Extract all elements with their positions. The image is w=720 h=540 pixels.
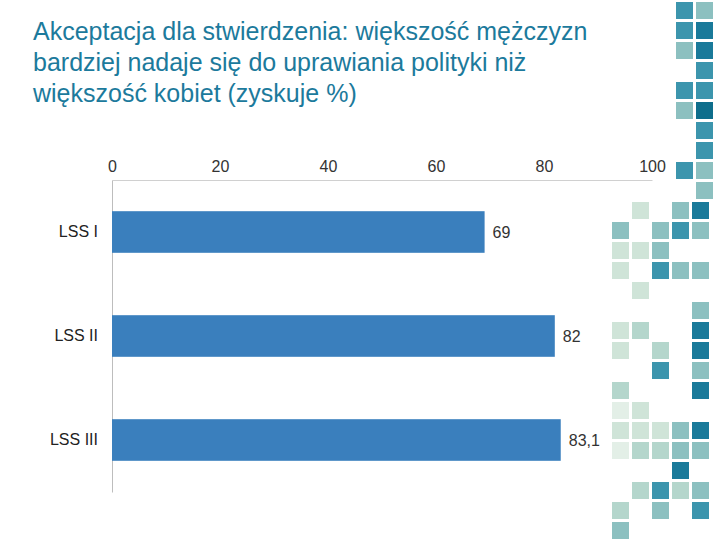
x-axis: 0 20 40 60 80 100 (108, 158, 666, 181)
decor-square (612, 322, 629, 339)
decor-square (672, 482, 689, 499)
decor-square (696, 42, 713, 59)
decor-square (652, 242, 669, 259)
bar (112, 211, 485, 253)
y-tick: LSS I (59, 223, 112, 240)
x-axis-line (113, 180, 653, 181)
decor-square (676, 42, 693, 59)
decor-square (652, 442, 669, 459)
decor-square (632, 442, 649, 459)
decoration (612, 2, 713, 539)
decor-square (692, 422, 709, 439)
y-tick: LSS III (50, 431, 112, 448)
decor-square (672, 202, 689, 219)
decor-square (692, 502, 709, 519)
y-tick-label: LSS III (50, 431, 98, 448)
data-labels: 69 82 83,1 (493, 224, 600, 449)
decor-square (612, 422, 629, 439)
decor-square (676, 22, 693, 39)
decor-square (692, 382, 709, 399)
x-tick-label: 0 (108, 158, 117, 175)
decor-square (676, 2, 693, 19)
y-axis: LSS I LSS II LSS III (50, 181, 113, 493)
decor-square (612, 382, 629, 399)
y-tick-label: LSS I (59, 223, 98, 240)
x-tick: 20 (212, 158, 230, 180)
decor-square (652, 502, 669, 519)
decor-square (632, 202, 649, 219)
x-tick-label: 100 (639, 158, 666, 175)
decor-square (672, 442, 689, 459)
decor-square (652, 342, 669, 359)
decor-square (612, 222, 629, 239)
decor-square (632, 422, 649, 439)
decor-square (612, 342, 629, 359)
decor-square (632, 402, 649, 419)
decor-square (612, 262, 629, 279)
x-tick: 100 (639, 158, 666, 180)
decor-square (612, 402, 629, 419)
decor-square (696, 62, 713, 79)
decor-square (632, 282, 649, 299)
data-label: 83,1 (569, 432, 600, 449)
decor-square (632, 242, 649, 259)
decor-square (692, 262, 709, 279)
decor-square (676, 162, 693, 179)
decor-square (672, 222, 689, 239)
decor-square (692, 362, 709, 379)
data-label: 82 (563, 328, 581, 345)
decor-square (676, 82, 693, 99)
decor-square (692, 442, 709, 459)
x-tick-label: 20 (212, 158, 230, 175)
decor-square (672, 262, 689, 279)
x-tick-label: 60 (428, 158, 446, 175)
title-line: bardziej nadaje się do uprawiania polity… (33, 48, 526, 76)
decor-square (696, 82, 713, 99)
decor-square (696, 122, 713, 139)
title-line: Akceptacja dla stwierdzenia: większość m… (33, 17, 587, 45)
title-line: większość kobiet (zyskuje %) (32, 79, 357, 107)
decor-square (692, 342, 709, 359)
decor-square (612, 522, 629, 539)
x-tick: 60 (428, 158, 446, 180)
x-tick-label: 80 (536, 158, 554, 175)
title: Akceptacja dla stwierdzenia: większość m… (32, 17, 587, 107)
x-tick: 80 (536, 158, 554, 180)
decor-square (696, 142, 713, 159)
decor-square (612, 442, 629, 459)
decor-square (692, 482, 709, 499)
y-tick-label: LSS II (54, 327, 98, 344)
decor-square (672, 422, 689, 439)
decor-square (692, 202, 709, 219)
bar (112, 315, 555, 357)
decor-square (632, 322, 649, 339)
decor-square (696, 162, 713, 179)
decor-square (672, 462, 689, 479)
decor-square (612, 242, 629, 259)
decor-square (652, 362, 669, 379)
decor-square (696, 2, 713, 19)
data-label: 69 (493, 224, 511, 241)
chart: Akceptacja dla stwierdzenia: większość m… (0, 0, 720, 540)
decor-square (692, 222, 709, 239)
decor-square (652, 262, 669, 279)
decor-square (612, 502, 629, 519)
decor-square (652, 422, 669, 439)
x-tick: 0 (108, 158, 117, 180)
decor-square (696, 22, 713, 39)
y-tick: LSS II (54, 327, 112, 344)
x-tick-label: 40 (320, 158, 338, 175)
decor-square (676, 102, 693, 119)
decor-square (692, 302, 709, 319)
decor-square (696, 102, 713, 119)
x-tick: 40 (320, 158, 338, 180)
decor-square (652, 222, 669, 239)
bar (112, 419, 561, 461)
decor-square (696, 182, 713, 199)
decor-square (632, 482, 649, 499)
bars (112, 211, 561, 461)
decor-square (652, 482, 669, 499)
decor-square (692, 322, 709, 339)
